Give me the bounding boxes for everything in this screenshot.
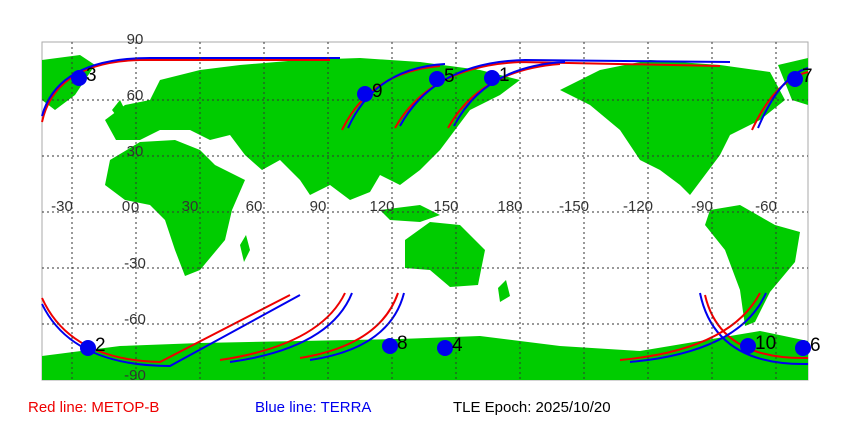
- legend-red: Red line: METOP-B: [28, 399, 159, 416]
- satellite-label: 3: [86, 65, 97, 86]
- satellite-label: 5: [444, 66, 455, 87]
- lat-label: 30: [127, 143, 144, 160]
- satellite-label: 8: [397, 333, 408, 354]
- satellite-marker: [795, 340, 811, 356]
- satellite-marker: [484, 70, 500, 86]
- lon-label: 150: [433, 198, 458, 215]
- graticule-labels: -30 0 30 60 90 120 150 180 -150 -120 -90 -60 90 60 30 0…: [51, 31, 777, 384]
- legend-epoch: TLE Epoch: 2025/10/20: [453, 399, 611, 416]
- satellite-label: 4: [452, 335, 463, 356]
- lat-label: -90: [124, 367, 146, 384]
- satellite-label: 7: [802, 66, 813, 87]
- lon-label: -90: [691, 198, 713, 215]
- satellites: 3 9 5 1 7 2 8 4 10 6: [71, 65, 821, 356]
- lon-label: 0: [122, 198, 130, 215]
- lon-label: 90: [310, 198, 327, 215]
- lat-label: -30: [124, 255, 146, 272]
- lon-label: 30: [182, 198, 199, 215]
- satellite-marker: [80, 340, 96, 356]
- lon-label: 60: [246, 198, 263, 215]
- lon-label: -150: [559, 198, 589, 215]
- lon-label: 180: [497, 198, 522, 215]
- lat-label: 90: [127, 31, 144, 48]
- satellite-marker: [382, 338, 398, 354]
- legend-blue: Blue line: TERRA: [255, 399, 371, 416]
- satellite-label: 10: [755, 333, 776, 354]
- lon-label: -60: [755, 198, 777, 215]
- satellite-marker: [787, 71, 803, 87]
- satellite-marker: [437, 340, 453, 356]
- satellite-marker: [740, 338, 756, 354]
- satellite-marker: [71, 70, 87, 86]
- lon-label: -120: [623, 198, 653, 215]
- lon-label: 120: [369, 198, 394, 215]
- satellite-marker: [357, 86, 373, 102]
- lat-label: 60: [127, 87, 144, 104]
- satellite-label: 9: [372, 81, 383, 102]
- lon-label: -30: [51, 198, 73, 215]
- lat-label: -60: [124, 311, 146, 328]
- lat-label: 0: [131, 199, 139, 216]
- graticule: [42, 42, 808, 380]
- satellite-marker: [429, 71, 445, 87]
- satellite-label: 6: [810, 335, 821, 356]
- satellite-label: 2: [95, 335, 106, 356]
- land: [42, 55, 808, 380]
- satellite-label: 1: [499, 65, 510, 86]
